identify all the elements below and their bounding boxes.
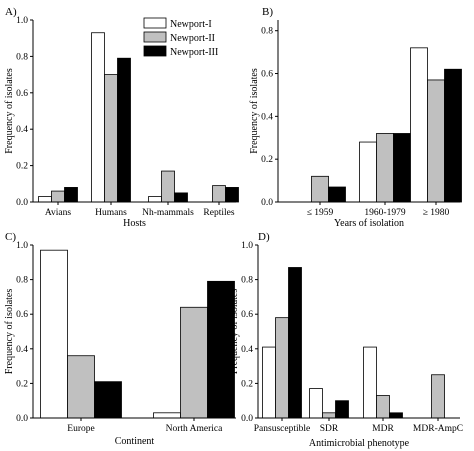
bar-newport-ii-0 xyxy=(275,317,289,419)
x-axis-label: Years of isolation xyxy=(334,218,404,229)
legend-swatch xyxy=(143,17,167,29)
x-tick-label: SDR xyxy=(320,424,339,434)
x-axis-label: Continent xyxy=(115,436,155,447)
y-tick-label: 1.0 xyxy=(241,241,253,251)
bar-newport-ii-2 xyxy=(376,395,390,419)
x-tick-label: ≤ 1959 xyxy=(307,208,334,218)
bar-newport-i-0 xyxy=(262,346,276,419)
y-tick-label: 0.4 xyxy=(16,345,28,355)
panel-title: B) xyxy=(262,6,273,18)
bar-newport-ii-0 xyxy=(51,190,65,203)
y-tick-label: 0.8 xyxy=(16,52,28,62)
panel-title: A) xyxy=(5,6,17,18)
x-tick-label: North America xyxy=(166,424,224,434)
x-tick-label: Humans xyxy=(95,208,127,218)
y-tick-label: 0.4 xyxy=(261,112,273,122)
x-axis-label: Antimicrobial phenotype xyxy=(309,438,410,449)
x-tick-label: Reptiles xyxy=(203,208,234,218)
bar-newport-ii-1 xyxy=(104,74,118,203)
y-tick-label: 1.0 xyxy=(16,16,28,26)
bar-newport-ii-1 xyxy=(180,306,208,419)
bar-newport-i-2 xyxy=(410,47,428,203)
bar-newport-iii-3 xyxy=(225,187,239,203)
bar-newport-i-1 xyxy=(359,141,377,203)
x-tick-label: Pansusceptible xyxy=(254,424,310,434)
bar-newport-iii-0 xyxy=(288,267,302,419)
y-tick-label: 0.0 xyxy=(16,414,28,424)
x-tick-label: Europe xyxy=(67,424,94,434)
y-tick-label: 0.6 xyxy=(261,70,273,80)
x-tick-label: MDR xyxy=(372,424,394,434)
y-tick-label: 0.8 xyxy=(261,27,273,37)
bar-newport-ii-2 xyxy=(161,170,175,203)
x-tick-label: MDR-AmpC xyxy=(413,424,463,434)
y-tick-label: 0.2 xyxy=(16,379,28,389)
legend-swatch xyxy=(143,45,167,57)
panel-2: B) ≤ 1959 1960-1979 ≥ 1980 0.0 0.2 0.4 0.6 0.8 Ye… xyxy=(249,6,462,229)
bar-newport-ii-2 xyxy=(427,79,445,203)
bar-newport-iii-2 xyxy=(444,68,462,203)
legend-swatch xyxy=(143,31,167,43)
bar-newport-i-2 xyxy=(363,346,377,419)
bar-newport-ii-3 xyxy=(212,185,226,203)
x-tick-label: Nh-mammals xyxy=(142,208,194,218)
x-tick-label: ≥ 1980 xyxy=(423,208,450,218)
y-tick-label: 0.0 xyxy=(241,414,253,424)
y-tick-label: 0.6 xyxy=(16,310,28,320)
y-tick-label: 0.2 xyxy=(16,162,28,172)
x-tick-label: Avians xyxy=(45,208,72,218)
x-tick-label: 1960-1979 xyxy=(364,208,405,218)
y-axis-label: Frequency of isolates xyxy=(4,68,15,154)
bar-newport-ii-0 xyxy=(67,355,95,419)
bar-newport-iii-1 xyxy=(207,280,235,419)
panel-title: D) xyxy=(258,231,270,243)
bar-newport-ii-3 xyxy=(431,374,445,419)
y-tick-label: 0.4 xyxy=(241,345,253,355)
panel-4: D) Pansusceptible SDR MDR MDR-AmpC 0.0 0.2 0.4 0… xyxy=(229,231,463,449)
y-tick-label: 0.6 xyxy=(241,310,253,320)
bar-newport-iii-1 xyxy=(393,133,411,203)
bar-newport-ii-0 xyxy=(311,175,329,203)
bar-newport-iii-1 xyxy=(117,57,131,203)
y-axis-label: Frequency of isolates xyxy=(249,68,260,154)
bar-newport-iii-0 xyxy=(94,381,122,419)
panel-1: A) Avians Humans Nh-mammals Reptiles 0.0 0.2 0.… xyxy=(4,6,239,229)
y-tick-label: 1.0 xyxy=(16,241,28,251)
legend: Newport-I Newport-II Newport-III xyxy=(143,17,218,58)
y-tick-label: 0.0 xyxy=(261,198,273,208)
y-tick-label: 0.6 xyxy=(16,89,28,99)
bar-newport-ii-1 xyxy=(322,412,336,419)
y-tick-label: 0.4 xyxy=(16,125,28,135)
bar-newport-i-0 xyxy=(40,249,68,419)
bar-newport-iii-0 xyxy=(328,186,346,203)
y-tick-label: 0.8 xyxy=(16,276,28,286)
bar-newport-i-1 xyxy=(309,388,323,419)
y-axis-label: Frequency of isolates xyxy=(4,289,15,375)
bar-newport-i-0 xyxy=(38,196,52,203)
bar-newport-i-1 xyxy=(91,32,105,203)
y-tick-label: 0.0 xyxy=(16,198,28,208)
bar-newport-iii-0 xyxy=(64,187,78,203)
y-tick-label: 0.2 xyxy=(241,379,253,389)
y-tick-label: 0.2 xyxy=(261,155,273,165)
y-tick-label: 0.8 xyxy=(241,276,253,286)
bar-newport-iii-1 xyxy=(335,400,349,419)
panel-3: C) Europe North America 0.0 0.2 0.4 0.6 0.8 1.0 C… xyxy=(4,231,236,447)
legend-label: Newport-III xyxy=(170,47,218,58)
legend-label: Newport-I xyxy=(170,19,212,30)
x-axis-label: Hosts xyxy=(123,218,146,229)
bar-newport-i-2 xyxy=(148,196,162,203)
panel-title: C) xyxy=(5,231,16,243)
bar-newport-i-1 xyxy=(153,412,181,419)
legend-label: Newport-II xyxy=(170,33,215,44)
y-axis-label: Frequency of isolates xyxy=(229,289,240,375)
bar-newport-iii-2 xyxy=(389,412,403,419)
bar-newport-iii-2 xyxy=(174,192,188,203)
bar-newport-ii-1 xyxy=(376,133,394,203)
